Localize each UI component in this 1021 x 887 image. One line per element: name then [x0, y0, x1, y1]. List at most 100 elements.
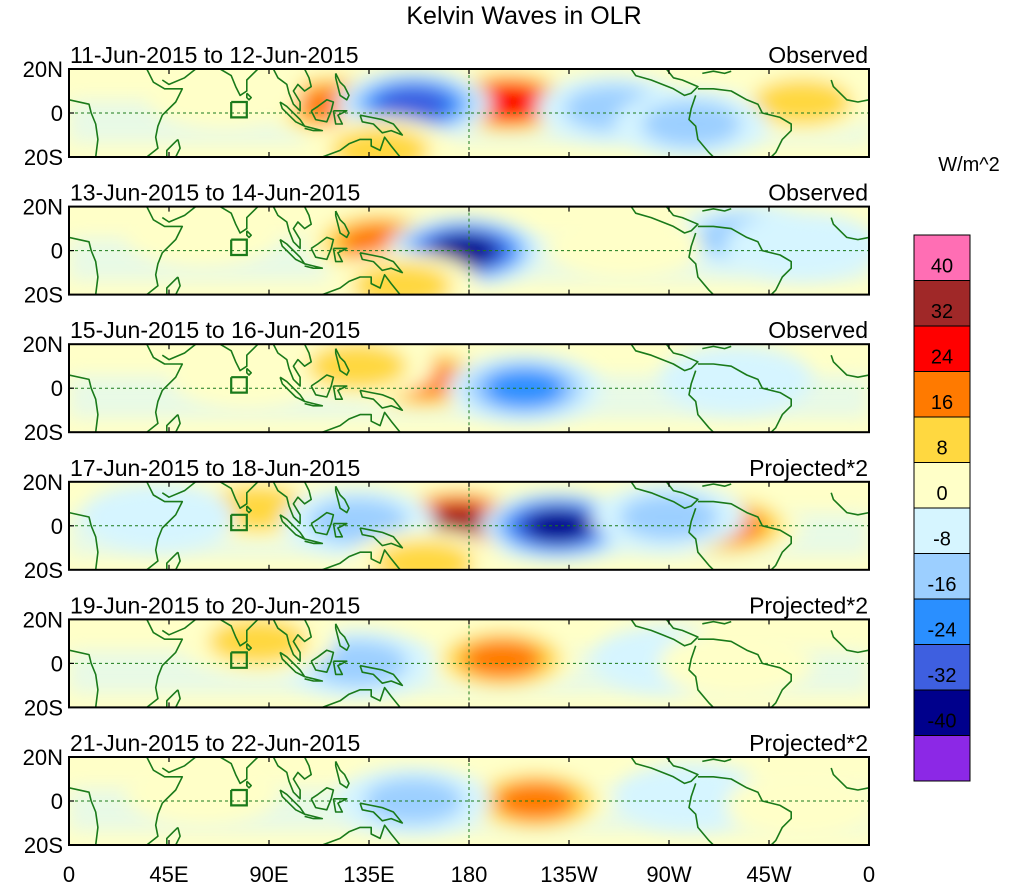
colorbar-label: -16	[928, 574, 957, 596]
coastline-15	[630, 757, 699, 785]
coastline-13	[359, 252, 404, 274]
coastline-10	[310, 374, 335, 398]
coastline-5	[219, 69, 259, 97]
coastline-14	[322, 274, 401, 295]
panel-type-label: Observed	[768, 42, 868, 68]
y-tick-label: 0	[51, 651, 63, 676]
anomaly-field	[69, 757, 869, 845]
coastline-19	[830, 630, 869, 654]
coastline-5	[219, 344, 259, 372]
colorbar: 40 32 24 16 8 0 -8 -16 -24 -32 -40	[913, 234, 971, 782]
land-outlines	[69, 206, 869, 295]
x-tick-label: 0	[863, 862, 875, 887]
coastline-14	[322, 411, 401, 433]
anomaly-blobs	[80, 481, 802, 570]
coastline-17	[697, 776, 792, 845]
panel-date-label: 15-Jun-2015 to 16-Jun-2015	[70, 317, 360, 343]
coastline-5	[219, 757, 259, 785]
coastline-5	[219, 481, 259, 509]
coastline-18	[702, 70, 732, 75]
coastline-11	[332, 798, 348, 813]
x-tick-label: 45W	[746, 862, 791, 887]
panel-type-label: Projected*2	[749, 592, 868, 618]
coastline-10	[310, 787, 335, 811]
coastline-17	[697, 363, 792, 433]
panel-type-label: Projected*2	[749, 730, 868, 756]
colorbar-label: -40	[928, 711, 957, 733]
x-tick-label: 180	[451, 862, 488, 887]
anomaly-field	[69, 206, 869, 295]
coastline-1	[146, 757, 184, 845]
coastline-6	[246, 780, 252, 789]
y-tick-label: 0	[51, 376, 63, 401]
colorbar-box-7	[913, 507, 971, 554]
index-box	[230, 788, 248, 807]
coastline-9	[304, 125, 324, 132]
colorbar-box-10	[913, 644, 971, 691]
x-tick-label: 0	[63, 862, 75, 887]
coastline-3	[161, 481, 197, 498]
y-tick-label: 20S	[24, 558, 63, 583]
coastline-17	[697, 500, 792, 570]
coastline-15	[630, 206, 699, 234]
colorbar-box-11	[913, 689, 971, 736]
colorbar-label: 0	[936, 483, 947, 505]
coastline-18	[702, 620, 732, 625]
coastline-14	[322, 686, 401, 708]
anomaly-4-level-2	[330, 127, 430, 157]
y-tick-label: 0	[51, 239, 63, 264]
anomaly-field	[69, 481, 869, 570]
coastline-7	[272, 69, 312, 112]
land-outlines	[69, 619, 869, 708]
coastline-4	[166, 551, 181, 570]
coastline-9	[304, 538, 324, 545]
coastline-2	[69, 99, 99, 157]
anomaly-3-level-2	[352, 262, 452, 295]
coastline-11	[332, 385, 348, 400]
coastline-2	[69, 787, 99, 845]
land-outlines	[69, 344, 869, 433]
coastline-7	[272, 206, 312, 250]
y-tick-label: 0	[51, 514, 63, 539]
coastline-2	[69, 236, 99, 295]
panel-date-label: 17-Jun-2015 to 18-Jun-2015	[70, 455, 360, 481]
panels: 20N 0 20S 11-Jun-2015 to 12-Jun-2015 Observe…	[23, 42, 870, 858]
anomaly-8-level-2	[375, 540, 475, 570]
coastline-10	[310, 99, 335, 123]
anomaly-blobs	[125, 206, 869, 295]
coastline-12	[334, 210, 350, 239]
anomaly-6-level-2	[752, 79, 852, 125]
coastline-12	[334, 348, 350, 376]
coastline-3	[161, 757, 197, 774]
coastline-16	[688, 507, 714, 570]
colorbar-box-3	[913, 325, 971, 372]
coastline-17	[697, 225, 792, 295]
coastline-16	[688, 232, 714, 295]
coastline-13	[359, 664, 404, 687]
coastline-3	[161, 69, 197, 86]
index-box	[230, 100, 248, 119]
panel-type-label: Projected*2	[749, 455, 868, 481]
coastline-18	[702, 345, 732, 350]
anomaly-8-level-2	[641, 101, 741, 147]
y-tick-label: 0	[51, 789, 63, 814]
coastline-5	[219, 206, 259, 234]
colorbar-box-12	[913, 735, 971, 782]
index-box	[230, 238, 248, 257]
colorbar-units-label: W/m^2	[938, 154, 1000, 176]
coastline-2	[69, 374, 99, 433]
coastline-6	[246, 643, 252, 651]
colorbar-box-4	[913, 371, 971, 418]
coastline-19	[830, 492, 869, 516]
coastline-14	[322, 136, 401, 157]
y-tick-label: 20N	[23, 470, 63, 495]
colorbar-label: 24	[931, 347, 953, 369]
anomaly-1-level-5	[424, 505, 491, 538]
coastline-16	[688, 370, 714, 433]
panel-4: 20N 0 20S 17-Jun-2015 to 18-Jun-2015 Project…	[23, 455, 870, 583]
coastline-6	[246, 505, 252, 514]
coastline-12	[334, 761, 350, 789]
coastline-18	[702, 483, 732, 487]
coastline-1	[146, 619, 184, 708]
x-tick-label: 90E	[249, 862, 288, 887]
